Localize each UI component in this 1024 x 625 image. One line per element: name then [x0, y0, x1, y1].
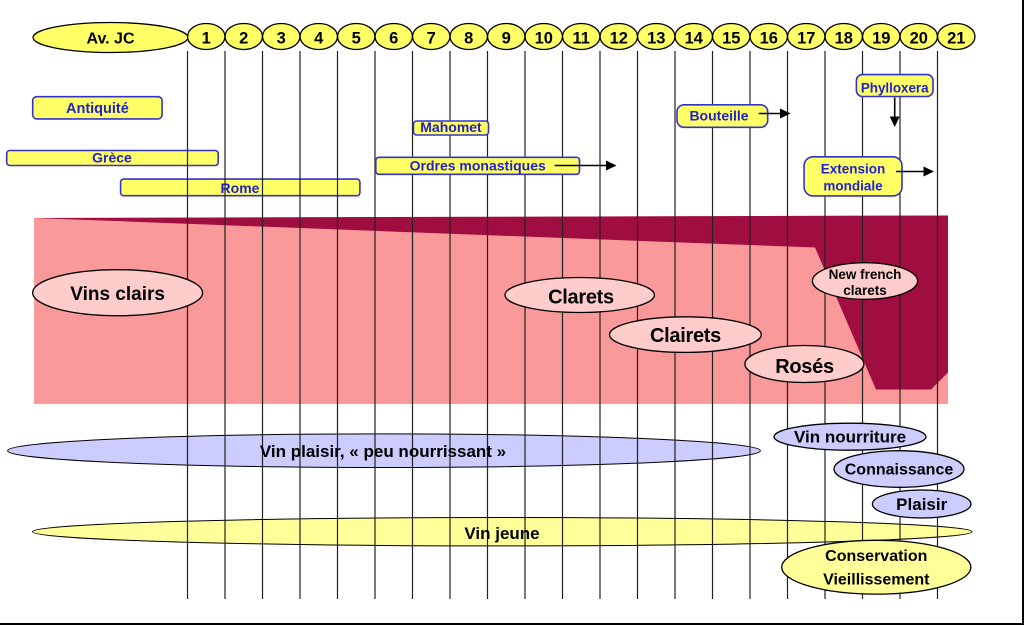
svg-text:Extension: Extension: [821, 161, 886, 176]
svg-text:19: 19: [872, 30, 890, 48]
svg-text:Clarets: Clarets: [548, 287, 614, 309]
svg-text:3: 3: [277, 30, 286, 48]
svg-text:Ordres monastiques: Ordres monastiques: [410, 158, 546, 174]
svg-text:Vin plaisir, « peu nourrissan: Vin plaisir, « peu nourrissant »: [260, 442, 506, 461]
svg-text:10: 10: [535, 30, 553, 48]
svg-text:Mahomet: Mahomet: [420, 119, 482, 135]
svg-text:14: 14: [685, 30, 704, 48]
svg-text:11: 11: [573, 30, 590, 48]
svg-text:5: 5: [352, 30, 361, 48]
svg-text:Rosés: Rosés: [775, 356, 834, 378]
svg-text:Rome: Rome: [221, 180, 260, 196]
svg-text:8: 8: [464, 30, 473, 48]
svg-text:Av. JC: Av. JC: [86, 31, 134, 48]
svg-text:15: 15: [722, 30, 740, 48]
svg-text:17: 17: [797, 30, 815, 48]
svg-text:Vieillissement: Vieillissement: [823, 572, 930, 589]
svg-text:mondiale: mondiale: [823, 178, 883, 193]
svg-text:6: 6: [389, 30, 398, 48]
svg-text:Conservation: Conservation: [825, 548, 927, 565]
svg-text:20: 20: [910, 30, 928, 48]
svg-text:Plaisir: Plaisir: [896, 495, 947, 514]
svg-text:9: 9: [502, 30, 511, 48]
svg-text:Antiquité: Antiquité: [66, 101, 129, 117]
svg-text:Connaissance: Connaissance: [845, 462, 954, 479]
svg-text:Grèce: Grèce: [92, 150, 132, 166]
svg-text:4: 4: [314, 30, 324, 48]
svg-text:13: 13: [647, 30, 665, 48]
svg-text:Vins clairs: Vins clairs: [70, 284, 165, 305]
svg-text:12: 12: [610, 30, 628, 48]
svg-text:21: 21: [947, 30, 965, 48]
svg-text:18: 18: [835, 30, 853, 48]
svg-text:1: 1: [202, 30, 211, 48]
svg-text:New french: New french: [829, 267, 902, 282]
svg-text:16: 16: [760, 30, 778, 48]
svg-text:Vin nourriture: Vin nourriture: [794, 428, 906, 447]
svg-text:2: 2: [239, 30, 248, 48]
svg-text:clarets: clarets: [843, 283, 887, 298]
svg-text:7: 7: [427, 30, 436, 48]
svg-text:Clairets: Clairets: [650, 325, 721, 347]
svg-text:Bouteille: Bouteille: [689, 107, 748, 123]
svg-text:Phylloxera: Phylloxera: [861, 80, 929, 95]
svg-text:Vin jeune: Vin jeune: [464, 524, 539, 543]
